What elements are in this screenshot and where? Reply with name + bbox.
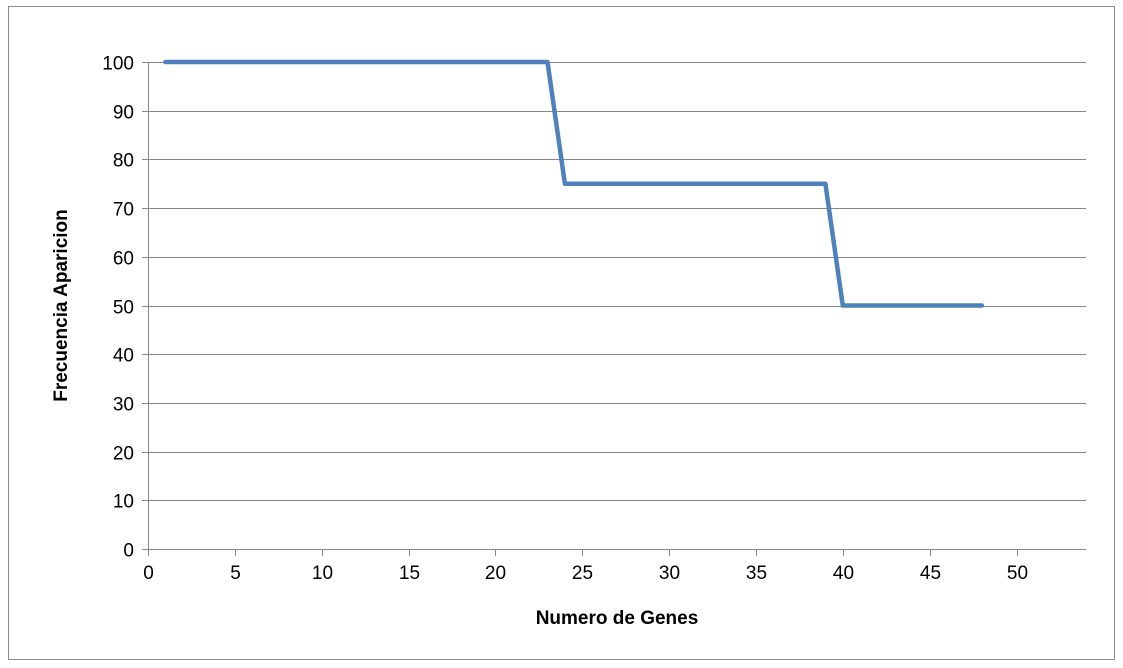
x-tick-label: 20 <box>485 563 506 584</box>
y-tick-label: 30 <box>113 395 134 416</box>
y-tick-label: 70 <box>113 200 134 221</box>
x-tick-label: 50 <box>1007 563 1028 584</box>
x-tick-label: 35 <box>746 563 767 584</box>
gridlines <box>142 62 1086 501</box>
x-tick-label: 25 <box>572 563 593 584</box>
x-tick-label: 45 <box>920 563 941 584</box>
chart-frame: 0 10 20 30 40 50 60 70 80 90 100 0 5 10 15 20 25 30 35 40 45… <box>8 6 1115 660</box>
axes <box>142 62 1086 556</box>
y-tick-label: 40 <box>113 346 134 367</box>
y-tick-label: 90 <box>113 103 134 124</box>
tick-labels: 0 10 20 30 40 50 60 70 80 90 100 0 5 10 15 20 25 30 35 40 45… <box>102 54 1028 585</box>
y-tick-label: 60 <box>113 249 134 270</box>
y-tick-label: 50 <box>113 298 134 319</box>
x-tick-label: 30 <box>659 563 680 584</box>
y-tick-label: 20 <box>113 444 134 465</box>
x-tick-label: 10 <box>312 563 333 584</box>
y-axis-title: Frecuencia Aparicion <box>51 209 72 402</box>
x-tick-label: 0 <box>143 563 154 584</box>
x-axis-title: Numero de Genes <box>536 608 699 629</box>
x-tick-label: 15 <box>399 563 420 584</box>
y-tick-label: 10 <box>113 492 134 513</box>
series-line <box>163 59 985 308</box>
y-tick-label: 100 <box>102 54 134 75</box>
y-tick-label: 80 <box>113 151 134 172</box>
x-tick-label: 5 <box>230 563 241 584</box>
line-chart: 0 10 20 30 40 50 60 70 80 90 100 0 5 10 15 20 25 30 35 40 45… <box>51 54 1086 629</box>
y-tick-label: 0 <box>123 541 134 562</box>
x-tick-label: 40 <box>833 563 854 584</box>
series-layer <box>163 59 985 308</box>
